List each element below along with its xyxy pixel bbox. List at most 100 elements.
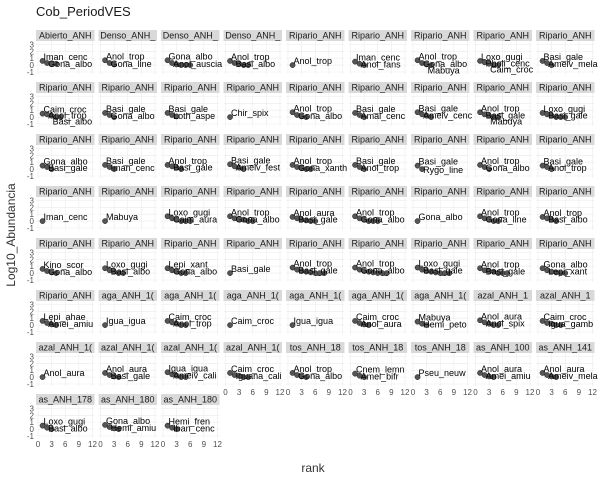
facet-strip <box>98 82 157 93</box>
data-point <box>446 270 453 276</box>
facet-strip-label: Ripario_ANH <box>476 83 529 93</box>
species-label: Ameiv_mela <box>548 371 598 381</box>
facet-strip <box>348 82 407 93</box>
data-point <box>227 114 233 120</box>
species-label: Gona_line <box>111 59 152 69</box>
data-point <box>495 322 502 328</box>
species-label: Loxo_gugi <box>544 104 586 114</box>
x-tick-label: 12 <box>276 388 285 397</box>
data-point <box>249 218 256 224</box>
species-label: Anol_auscia <box>173 59 222 69</box>
data-point <box>486 166 492 172</box>
facet-strip <box>473 342 532 353</box>
data-point <box>173 113 180 120</box>
y-tick-label: 0 <box>30 61 35 70</box>
facet-strip <box>161 394 220 405</box>
species-label: Cnem_lemn <box>356 365 405 375</box>
x-tick-label: 0 <box>473 388 478 397</box>
x-tick-label: 12 <box>401 388 410 397</box>
y-tick-label: 0 <box>30 217 35 226</box>
species-label: Pholi_cenc <box>486 58 531 68</box>
facet-strip <box>411 186 470 197</box>
species-label: Igua_igua <box>106 316 146 326</box>
y-tick-label: 1 <box>30 158 35 167</box>
facet-strip <box>536 134 595 145</box>
facet-strip <box>536 186 595 197</box>
species-label: Basi_gale <box>231 264 271 274</box>
facet-strip <box>161 134 220 145</box>
y-tick-label: 1 <box>30 314 35 323</box>
species-label: Loxo_gugi <box>481 52 523 62</box>
x-tick-label: 12 <box>338 388 347 397</box>
species-label: Basi_gale <box>106 156 146 166</box>
facet-strip <box>223 186 282 197</box>
facet-strip-label: Ripario_ANH <box>539 135 592 145</box>
facet-strip <box>348 30 407 41</box>
species-label: Ameiv_cali <box>173 370 217 380</box>
species-label: Amei_bifr <box>361 372 399 382</box>
species-label: Anol_trop <box>173 318 212 328</box>
species-label: Anol_trop <box>106 51 145 61</box>
species-label: Igua_gamb <box>548 319 593 329</box>
facet-strip <box>161 238 220 249</box>
species-label: Amei_amiu <box>486 371 531 381</box>
facet-strip <box>36 82 95 93</box>
data-point <box>178 166 185 172</box>
facet-strip-label: Ripario_ANH <box>414 187 467 197</box>
facet-strip-label: Ripario_ANH <box>351 239 404 249</box>
facet-strip <box>36 134 95 145</box>
data-point <box>562 114 569 120</box>
facet-strip-label: Ripario_ANH <box>289 187 342 197</box>
y-tick-label: 3 <box>30 248 35 257</box>
facet-strip-label: tos_ANH_18 <box>290 343 341 353</box>
species-label: Basi_gale <box>169 104 209 114</box>
species-label: Loxo_gugi <box>44 417 86 427</box>
x-tick-label: 9 <box>139 440 144 449</box>
data-point <box>289 109 296 116</box>
species-label: Anol_trop <box>231 52 270 62</box>
species-label: Basi_albo <box>53 117 93 127</box>
facet-strip-label: aga_ANH_1( <box>164 291 216 301</box>
facet-strip <box>473 134 532 145</box>
data-point <box>428 62 435 68</box>
species-label: Basi_gale <box>173 162 213 172</box>
facet-strip <box>98 30 157 41</box>
facet-strip-label: Ripario_ANH <box>414 31 467 41</box>
facet-strip <box>286 238 345 249</box>
species-label: Gona_albo <box>544 259 588 269</box>
x-tick-label: 9 <box>264 388 269 397</box>
facet-strip <box>473 30 532 41</box>
species-label: Basi_gale <box>423 266 463 276</box>
species-label: Anol_trop <box>294 156 333 166</box>
species-label: Anol_trop <box>231 207 270 217</box>
facet-strip <box>223 134 282 145</box>
facet-strip-label: Ripario_ANH <box>351 187 404 197</box>
facet-panels: Abierto_ANH-10123Iman_cencGona_alboDenso… <box>27 30 598 449</box>
data-point <box>48 166 55 172</box>
y-tick-label: 2 <box>30 151 35 160</box>
data-point <box>504 270 511 276</box>
data-point <box>102 218 108 224</box>
y-tick-label: 3 <box>30 196 35 205</box>
species-label: Basi_gale <box>298 266 338 276</box>
facet-strip <box>36 342 95 353</box>
species-label: Anol_trop <box>48 110 87 120</box>
facet-panel: aga_ANH_1(Caim_croc <box>223 290 282 334</box>
species-label: Lepi_ahae <box>44 312 86 322</box>
x-tick-label: 3 <box>174 440 179 449</box>
species-label: Kino_scor <box>44 260 84 270</box>
facet-panel: tos_ANH_18 Pseu_neuw 0 3 6 9 12 <box>411 342 472 397</box>
